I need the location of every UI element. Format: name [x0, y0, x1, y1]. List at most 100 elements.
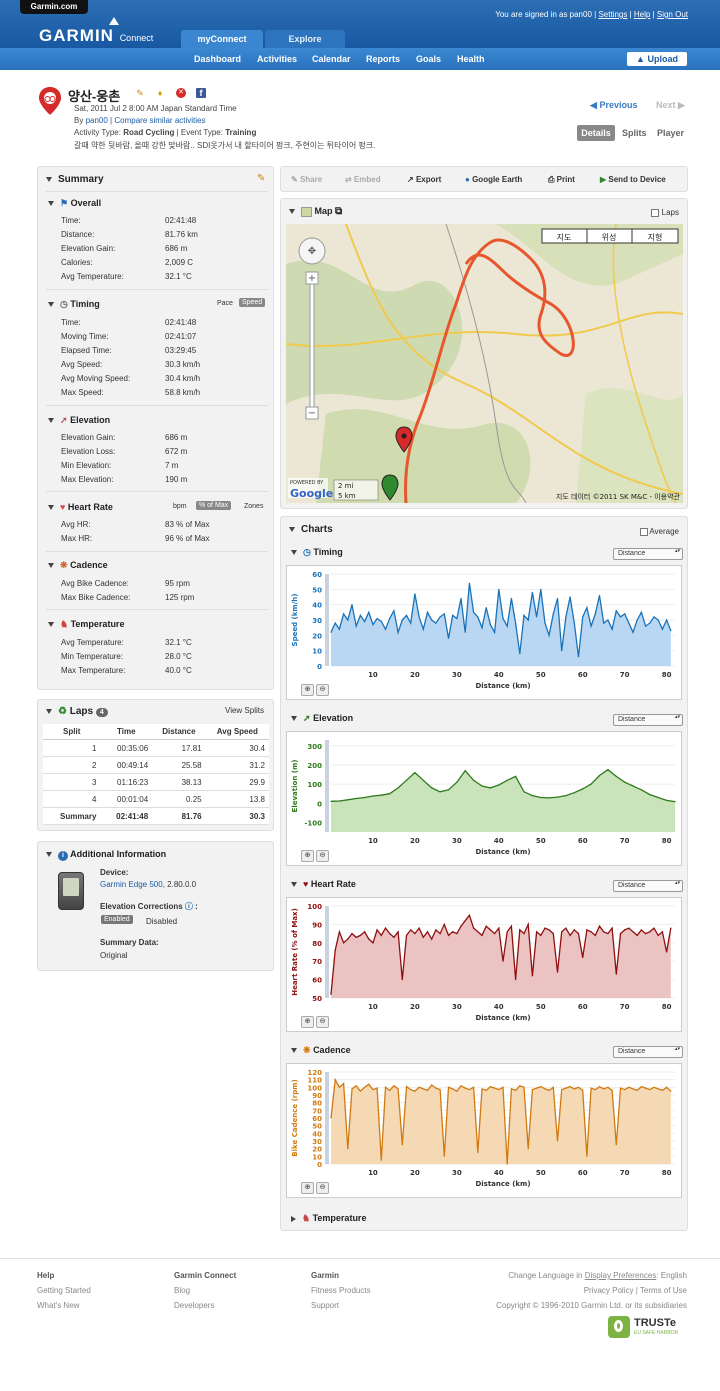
- zoom-in-icon[interactable]: ⊕: [301, 684, 314, 696]
- temperature-chart-header[interactable]: ♞ Temperature: [291, 1213, 366, 1224]
- embed-button[interactable]: ⇄ Embed: [345, 175, 381, 184]
- route-map[interactable]: ✥ + − 지도 위성 지형 POWERED BY Google 2 mi 5 …: [286, 224, 683, 503]
- map-type-map[interactable]: 지도: [557, 233, 572, 242]
- zoom-in-icon[interactable]: ⊕: [301, 850, 314, 862]
- table-row[interactable]: 1 00:35:06 17.81 30.4: [43, 739, 269, 757]
- tab-myconnect[interactable]: myConnect: [181, 30, 263, 48]
- series-line[interactable]: [330, 1077, 672, 1165]
- export-button[interactable]: ↗ Export: [407, 175, 441, 184]
- nav-calendar[interactable]: Calendar: [312, 54, 351, 64]
- print-button[interactable]: ⎙ Print: [548, 175, 575, 185]
- activity-title[interactable]: 양산-웅촌: [68, 89, 121, 104]
- upload-button[interactable]: ▲ Upload: [627, 52, 687, 66]
- chart-header-heart-rate[interactable]: ♥ Heart Rate: [291, 879, 356, 889]
- x-axis-dropdown[interactable]: Distance: [613, 880, 683, 892]
- next-link[interactable]: Next ▶: [656, 100, 685, 111]
- footer-support[interactable]: Support: [311, 1301, 340, 1310]
- zoom-in-icon[interactable]: ⊕: [301, 1016, 314, 1028]
- previous-link[interactable]: ◀ Previous: [590, 100, 637, 111]
- chart-header-timing[interactable]: ◷ Timing: [291, 547, 343, 558]
- nav-dashboard[interactable]: Dashboard: [194, 54, 242, 64]
- zoom-out-icon[interactable]: ⊖: [316, 1182, 329, 1194]
- enabled-toggle[interactable]: Enabled: [101, 915, 133, 924]
- series-line[interactable]: [330, 913, 672, 995]
- help-circle-icon[interactable]: ⓘ: [184, 902, 193, 911]
- map-header[interactable]: Map ⧉: [289, 206, 342, 217]
- map-type-buttons[interactable]: [541, 228, 679, 244]
- footer-fitness-products[interactable]: Fitness Products: [311, 1286, 371, 1295]
- x-axis-dropdown[interactable]: Distance: [613, 548, 683, 560]
- footer-blog[interactable]: Blog: [174, 1286, 191, 1295]
- nav-activities[interactable]: Activities: [257, 54, 298, 64]
- map-end-marker-icon[interactable]: [395, 426, 413, 453]
- compare-link[interactable]: Compare similar activities: [114, 116, 206, 125]
- footer-developers[interactable]: Developers: [174, 1301, 215, 1310]
- zoom-in-icon[interactable]: ⊕: [301, 1182, 314, 1194]
- laps-column-header[interactable]: Time: [100, 724, 153, 740]
- summary-header[interactable]: Summary: [46, 174, 104, 185]
- send-to-device-button[interactable]: ▶ Send to Device: [600, 175, 666, 184]
- speed-toggle[interactable]: Speed: [239, 298, 266, 307]
- overall-section-header[interactable]: ⚑ Overall: [48, 198, 101, 209]
- footer-getting-started[interactable]: Getting Started: [37, 1286, 91, 1295]
- disabled-toggle[interactable]: Disabled: [146, 917, 178, 926]
- average-checkbox[interactable]: Average: [639, 527, 679, 536]
- laps-header[interactable]: ♻ Laps 4: [46, 706, 108, 717]
- device-link[interactable]: Garmin Edge 500: [100, 880, 163, 889]
- garmin-com-link[interactable]: Garmin.com: [20, 0, 88, 14]
- chart-svg[interactable]: 50 60 70 80 90 100 10 20 30 40 50 60 70 80 Distance (k…: [287, 898, 681, 1031]
- nav-health[interactable]: Health: [457, 54, 485, 64]
- zones-toggle[interactable]: Zones: [244, 503, 264, 510]
- elevation-section-header[interactable]: ➚ Elevation: [48, 415, 110, 426]
- tab-explore[interactable]: Explore: [265, 30, 345, 48]
- zoom-out-icon[interactable]: ⊖: [316, 850, 329, 862]
- percent-max-toggle[interactable]: % of Max: [196, 501, 232, 510]
- laps-column-header[interactable]: Avg Speed: [205, 724, 269, 740]
- zoom-out-icon[interactable]: ⊖: [316, 684, 329, 696]
- tab-player[interactable]: Player: [657, 128, 685, 138]
- bell-icon[interactable]: ♦: [157, 88, 163, 98]
- tab-splits[interactable]: Splits: [622, 128, 647, 138]
- series-line[interactable]: [330, 583, 672, 657]
- chart-svg[interactable]: -100 0 100 200 300 10 20 30 40 50 60 70 80 Distance (…: [287, 732, 681, 865]
- delete-icon[interactable]: ✕: [176, 88, 186, 98]
- sign-out-link[interactable]: Sign Out: [656, 10, 688, 19]
- timing-section-header[interactable]: ◷ Timing: [48, 299, 100, 310]
- laps-column-header[interactable]: Split: [43, 724, 101, 740]
- charts-header[interactable]: Charts: [289, 524, 333, 535]
- settings-link[interactable]: Settings: [598, 10, 628, 19]
- temperature-section-header[interactable]: ♞ Temperature: [48, 619, 124, 630]
- map-start-marker-icon[interactable]: [381, 474, 399, 501]
- zoom-out-icon[interactable]: ⊖: [316, 1016, 329, 1028]
- popout-icon[interactable]: ⧉: [335, 206, 343, 217]
- table-row[interactable]: 4 00:01:04 0.25 13.8: [43, 790, 269, 808]
- nav-goals[interactable]: Goals: [416, 54, 442, 64]
- map-type-terrain[interactable]: 지형: [648, 233, 663, 242]
- map-laps-checkbox[interactable]: Laps: [651, 208, 679, 217]
- additional-info-header[interactable]: i Additional Information: [46, 849, 166, 861]
- edit-summary-icon[interactable]: ✎: [257, 173, 266, 184]
- facebook-icon[interactable]: f: [196, 88, 206, 98]
- bpm-toggle[interactable]: bpm: [173, 503, 187, 510]
- map-zoom-control[interactable]: ✥ + −: [298, 237, 326, 420]
- footer-privacy[interactable]: Privacy Policy: [583, 1286, 634, 1295]
- laps-column-header[interactable]: Distance: [152, 724, 206, 740]
- heart-rate-section-header[interactable]: ♥ Heart Rate: [48, 502, 113, 512]
- series-line[interactable]: [330, 768, 676, 803]
- footer-display-prefs[interactable]: Display Preferences: [584, 1271, 657, 1280]
- nav-reports[interactable]: Reports: [366, 54, 401, 64]
- garmin-connect-logo[interactable]: GARMIN Connect: [39, 26, 153, 46]
- table-row[interactable]: 3 01:16:23 38.13 29.9: [43, 773, 269, 791]
- pace-toggle[interactable]: Pace: [217, 300, 233, 307]
- chart-header-elevation[interactable]: ➚ Elevation: [291, 713, 353, 724]
- truste-badge[interactable]: TRUSTe EU SAFE HARBOR: [608, 1316, 688, 1338]
- table-row[interactable]: 2 00:49:14 25.58 31.2: [43, 756, 269, 774]
- share-button[interactable]: ✎ Share: [291, 175, 322, 184]
- chart-header-cadence[interactable]: ❋ Cadence: [291, 1045, 351, 1056]
- footer-whats-new[interactable]: What's New: [37, 1301, 80, 1310]
- cadence-section-header[interactable]: ❋ Cadence: [48, 560, 108, 571]
- help-link[interactable]: Help: [633, 10, 651, 19]
- laps-summary-row[interactable]: Summary 02:41:48 81.76 30.3: [43, 807, 269, 825]
- google-earth-button[interactable]: ● Google Earth: [465, 175, 522, 184]
